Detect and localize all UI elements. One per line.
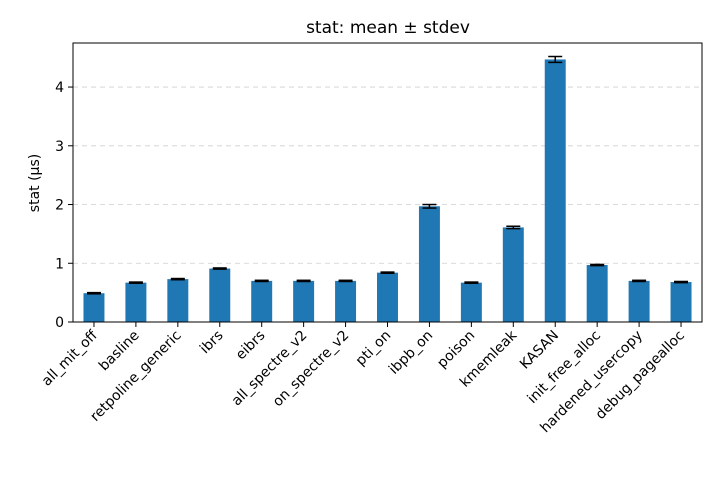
x-tick-label: init_free_alloc [525, 328, 604, 407]
bar [502, 227, 524, 322]
bar [293, 280, 315, 322]
bars [83, 59, 692, 322]
y-axis-label: stat (µs) [27, 154, 43, 212]
bar [167, 279, 189, 322]
bar [125, 282, 147, 322]
bar [628, 280, 650, 322]
y-tick-label: 1 [55, 256, 64, 272]
bar [418, 206, 440, 322]
bar [83, 293, 105, 322]
bar [251, 280, 273, 322]
x-tick-label: on_spectre_v2 [270, 328, 353, 411]
grid-lines [73, 86, 702, 264]
chart-title: stat: mean ± stdev [306, 18, 470, 38]
x-tick-label: ibrs [197, 328, 227, 358]
bar [377, 272, 398, 322]
bar [460, 282, 482, 322]
y-tick-label: 0 [55, 315, 64, 331]
y-tick-label: 4 [55, 80, 64, 96]
y-tick-label: 3 [55, 139, 64, 155]
bar [209, 268, 231, 322]
y-axis: 0 1 2 3 4 [55, 80, 73, 331]
x-tick-label: ibpb_on [386, 328, 436, 378]
x-tick-label: pti_on [353, 328, 395, 370]
bar [544, 59, 566, 322]
x-tick-label: eibrs [233, 328, 269, 364]
bar [335, 280, 357, 322]
y-tick-label: 2 [55, 198, 64, 214]
bar [586, 265, 608, 322]
bar [670, 282, 692, 322]
x-tick-label: all_spectre_v2 [229, 328, 311, 410]
x-tick-label: all_mit_off [39, 327, 101, 389]
error-bars [86, 55, 689, 295]
